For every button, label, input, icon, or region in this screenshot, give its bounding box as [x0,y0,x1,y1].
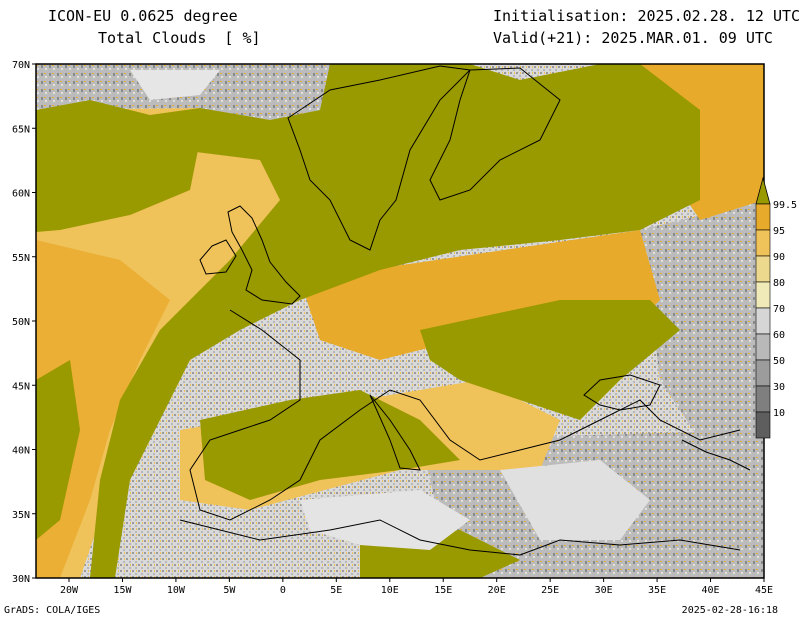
colorbar-segment [755,203,771,231]
lat-label: 50N [12,317,30,328]
lon-label: 10E [381,585,399,596]
model-title: ICON-EU 0.0625 degree [48,7,238,25]
colorbar-label: 30 [773,382,785,393]
lon-label: 15E [434,585,452,596]
lon-label: 10W [167,585,186,596]
lon-label: 40E [702,585,720,596]
lon-label: 35E [648,585,666,596]
grads-credit: GrADS: COLA/IGES [4,605,101,616]
lon-label: 0 [280,585,286,596]
colorbar-segment [755,385,771,413]
lat-label: 30N [12,574,30,585]
colorbar-label: 99.5 [773,200,797,211]
colorbar-segment [755,229,771,257]
init-time: Initialisation: 2025.02.28. 12 UTC [493,7,800,25]
colorbar-segment [755,333,771,361]
colorbar-label: 10 [773,408,785,419]
lat-label: 35N [12,510,30,521]
lon-label: 20E [488,585,506,596]
lon-label: 45E [755,585,773,596]
colorbar-label: 60 [773,330,785,341]
lon-label: 5E [330,585,342,596]
colorbar-segment [755,281,771,309]
colorbar-label: 50 [773,356,785,367]
colorbar-segment [755,411,771,439]
longitude-axis: 20W 15W 10W 5W 0 5E 10E 15E 20E 25E 30E 35E 40E 45E [60,578,773,596]
lat-label: 55N [12,253,30,264]
field-title: Total Clouds [ %] [98,29,261,47]
lat-label: 65N [12,124,30,135]
colorbar-label: 80 [773,278,785,289]
lon-label: 30E [595,585,613,596]
colorbar-label: 70 [773,304,785,315]
colorbar-segment [755,255,771,283]
colorbar: 99.5 95 90 80 70 60 50 30 10 [755,176,797,439]
latitude-axis: 70N 65N 60N 55N 50N 45N 40N 35N 30N [12,60,36,585]
lat-label: 60N [12,189,30,200]
lat-label: 70N [12,60,30,71]
valid-time: Valid(+21): 2025.MAR.01. 09 UTC [493,29,773,47]
lon-label: 15W [113,585,132,596]
cloud-field [36,64,764,578]
colorbar-segment [755,359,771,387]
plot-timestamp: 2025-02-28-16:18 [681,605,778,616]
lon-label: 20W [60,585,79,596]
colorbar-label: 90 [773,252,785,263]
lat-label: 45N [12,381,30,392]
colorbar-label: 95 [773,226,785,237]
lon-label: 5W [223,585,236,596]
lat-label: 40N [12,446,30,457]
lon-label: 25E [541,585,559,596]
colorbar-segment [755,307,771,335]
coastlines [179,65,751,556]
